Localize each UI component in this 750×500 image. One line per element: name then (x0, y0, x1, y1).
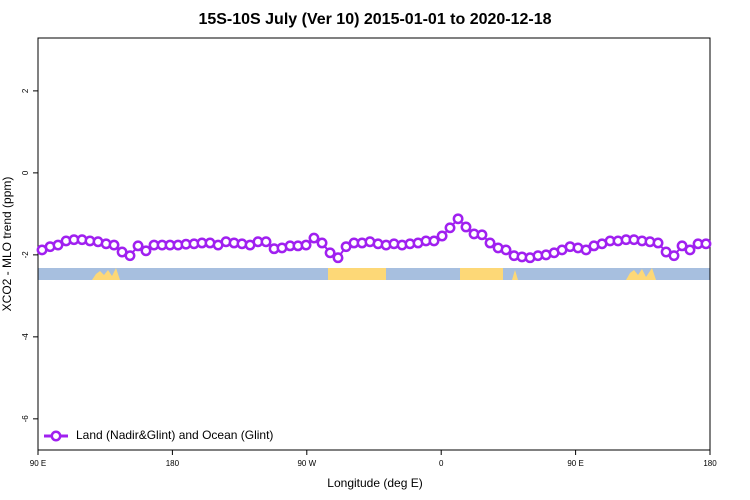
data-point (676, 240, 688, 252)
data-point (684, 244, 696, 256)
data-point (476, 229, 488, 241)
data-point (452, 213, 464, 225)
data-point (108, 239, 120, 251)
data-point (308, 232, 320, 244)
data-point (428, 235, 440, 247)
y-axis-label: XCO2 - MLO trend (ppm) (0, 177, 14, 312)
x-axis-label: Longitude (deg E) (327, 476, 422, 490)
data-point (124, 250, 136, 262)
data-point (260, 236, 272, 248)
y-tick-label: 2 (21, 88, 30, 93)
y-tick-label: 0 (21, 170, 30, 175)
land-band (626, 268, 656, 280)
data-point (580, 244, 592, 256)
y-tick-label: -2 (21, 251, 30, 259)
y-tick-label: -4 (21, 333, 30, 341)
legend-marker (50, 430, 62, 442)
x-tick-label: 90 E (30, 459, 46, 468)
data-point (460, 221, 472, 233)
x-tick-label: 180 (166, 459, 180, 468)
land-band (512, 270, 518, 280)
data-point (52, 239, 64, 251)
chart-title: 15S-10S July (Ver 10) 2015-01-01 to 2020… (198, 11, 551, 28)
data-point (444, 222, 456, 234)
data-point (324, 247, 336, 259)
data-point (484, 237, 496, 249)
x-tick-label: 0 (439, 459, 444, 468)
x-tick-label: 180 (703, 459, 717, 468)
land-band (92, 268, 120, 280)
land-ocean-band (38, 268, 710, 280)
data-point (700, 238, 712, 250)
data-point (140, 245, 152, 257)
data-point (332, 252, 344, 264)
data-point (652, 237, 664, 249)
x-tick-label: 90 W (297, 459, 316, 468)
legend-label: Land (Nadir&Glint) and Ocean (Glint) (76, 428, 273, 442)
data-point (316, 237, 328, 249)
land-band (328, 268, 386, 280)
data-point (500, 244, 512, 256)
data-point (436, 230, 448, 242)
land-band (460, 268, 503, 280)
data-point (300, 239, 312, 251)
y-tick-label: -6 (21, 415, 30, 423)
x-tick-label: 90 E (567, 459, 583, 468)
data-point (132, 240, 144, 252)
data-point (668, 250, 680, 262)
